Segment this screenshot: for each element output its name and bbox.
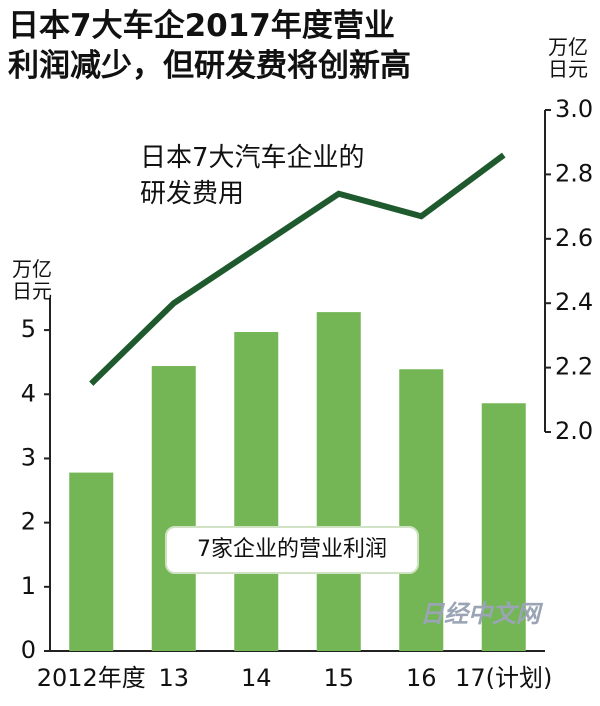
y-tick-label: 0 <box>21 636 36 664</box>
y2-tick-label: 2.0 <box>555 417 593 445</box>
x-tick-label: 2012年度 <box>37 664 146 692</box>
bar <box>316 312 361 651</box>
y2-tick-label: 2.6 <box>555 224 593 252</box>
y2-tick-label: 3.0 <box>555 95 593 123</box>
y2-tick-label: 2.8 <box>555 159 593 187</box>
y-tick-label: 2 <box>21 508 36 536</box>
bar <box>481 403 526 651</box>
y-tick-label: 5 <box>21 315 36 343</box>
bar <box>234 332 279 651</box>
y2-tick-label: 2.4 <box>555 288 593 316</box>
y-tick-label: 1 <box>21 572 36 600</box>
y2-tick-label: 2.2 <box>555 353 593 381</box>
series-label: 日本7大汽车企业的 研发费用 <box>140 143 365 209</box>
chart-title: 日本7大车企2017年度营业 利润减少，但研发费将创新高 <box>8 8 411 84</box>
x-tick-label: 16 <box>406 664 437 692</box>
x-tick-label: 17(计划) <box>455 664 552 692</box>
bar <box>151 366 196 651</box>
x-tick-label: 15 <box>323 664 354 692</box>
x-tick-label: 14 <box>241 664 272 692</box>
y-axis-unit: 万亿 日元 <box>12 257 52 303</box>
y-tick-label: 3 <box>21 443 36 471</box>
bar <box>399 369 444 651</box>
line <box>89 152 506 386</box>
bar <box>69 472 114 651</box>
series-label: 7家企业的营业利润 <box>165 526 419 574</box>
y-tick-label: 4 <box>21 379 36 407</box>
y2-axis-unit: 万亿 日元 <box>548 35 588 81</box>
watermark: 日经中文网 <box>420 600 540 628</box>
x-tick-label: 13 <box>158 664 189 692</box>
